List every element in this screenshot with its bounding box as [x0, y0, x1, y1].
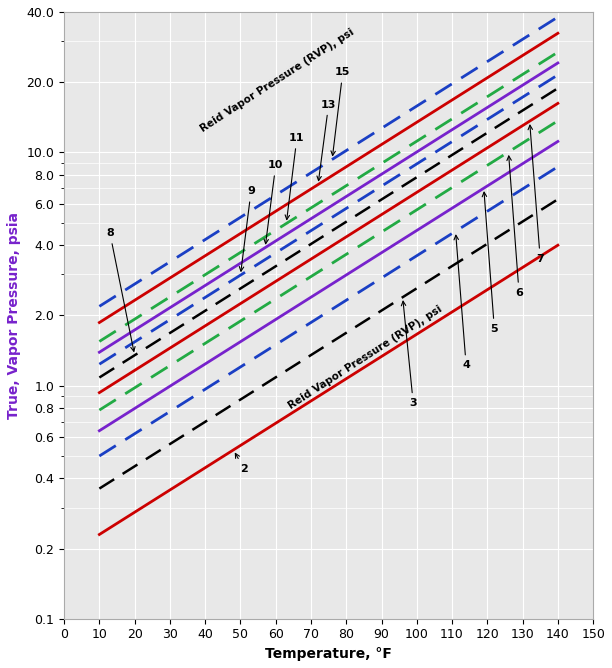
- Text: 13: 13: [317, 100, 337, 180]
- Y-axis label: True, Vapor Pressure, psia: True, Vapor Pressure, psia: [7, 212, 21, 419]
- Text: 11: 11: [285, 133, 305, 220]
- Text: 7: 7: [528, 125, 544, 264]
- Text: Reid Vapor Pressure (RVP), psi: Reid Vapor Pressure (RVP), psi: [286, 304, 444, 411]
- Text: 4: 4: [454, 235, 470, 371]
- Text: 2: 2: [236, 454, 248, 474]
- Text: 9: 9: [239, 186, 255, 271]
- Text: 6: 6: [507, 156, 523, 298]
- Text: 5: 5: [482, 192, 498, 334]
- Text: 3: 3: [401, 301, 417, 408]
- Text: Reid Vapor Pressure (RVP), psi: Reid Vapor Pressure (RVP), psi: [198, 27, 356, 134]
- X-axis label: Temperature, °F: Temperature, °F: [265, 647, 392, 661]
- Text: 10: 10: [264, 160, 283, 244]
- Text: 8: 8: [106, 228, 135, 351]
- Text: 15: 15: [331, 67, 351, 156]
